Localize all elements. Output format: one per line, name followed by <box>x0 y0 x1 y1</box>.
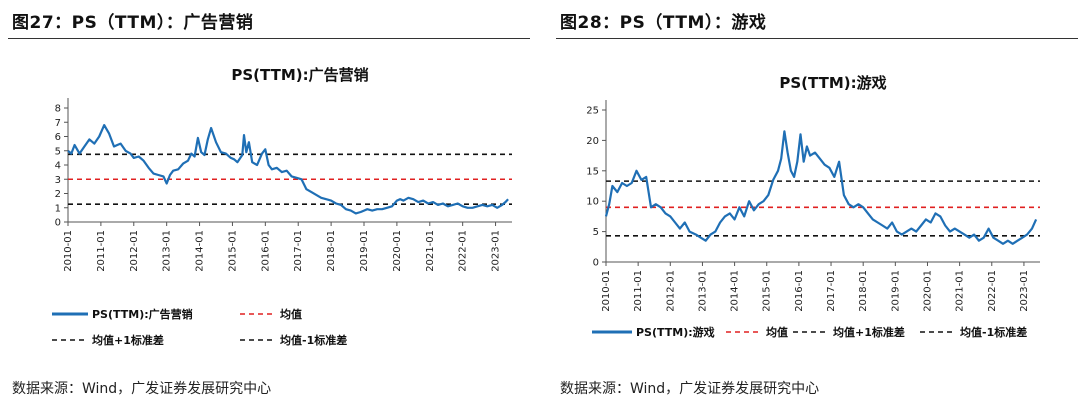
x-tick-label: 2010-01 <box>63 230 74 272</box>
x-tick-label: 2018-01 <box>858 270 869 312</box>
y-tick-label: 20 <box>586 136 599 147</box>
y-tick-label: 25 <box>586 106 599 117</box>
legend-mean-plus-1sd: 均值+1标准差 <box>52 333 164 347</box>
chart-title: PS(TTM):游戏 <box>779 74 886 92</box>
x-tick-label: 2016-01 <box>260 230 271 272</box>
x-tick-label: 2011-01 <box>96 230 107 272</box>
x-tick-label: 2022-01 <box>987 270 998 312</box>
legend-label: 均值-1标准差 <box>960 325 1027 339</box>
legend-label: 均值+1标准差 <box>92 333 164 347</box>
x-tick-label: 2013-01 <box>162 230 173 272</box>
y-tick-label: 8 <box>55 104 61 115</box>
y-tick-label: 1 <box>55 203 61 214</box>
y-tick-label: 0 <box>55 218 61 229</box>
y-tick-label: 4 <box>55 161 61 172</box>
y-tick-label: 2 <box>55 189 61 200</box>
legend-label: 均值 <box>766 325 788 339</box>
x-tick-label: 2010-01 <box>601 270 612 312</box>
legend-mean-minus-1sd: 均值-1标准差 <box>240 333 347 347</box>
x-tick-label: 2023-01 <box>1019 270 1030 312</box>
legend-label: 均值-1标准差 <box>280 333 347 347</box>
legend-mean-minus-1sd: 均值-1标准差 <box>920 325 1027 339</box>
y-tick-label: 7 <box>55 118 61 129</box>
y-tick-label: 5 <box>593 227 599 238</box>
x-tick-label: 2012-01 <box>129 230 140 272</box>
legend-series: PS(TTM):广告营销 <box>52 307 193 321</box>
x-tick-label: 2013-01 <box>697 270 708 312</box>
y-tick-label: 6 <box>55 132 61 143</box>
y-tick-label: 0 <box>593 258 599 269</box>
legend-series: PS(TTM):游戏 <box>592 325 715 339</box>
x-tick-label: 2018-01 <box>326 230 337 272</box>
figure-panel-advertising: 图27：PS（TTM）：广告营销 PS(TTM):广告营销 0 1 2 3 4 5 6 7 8 20… <box>0 0 530 408</box>
legend-label: 均值+1标准差 <box>833 325 905 339</box>
x-tick-label: 2011-01 <box>633 270 644 312</box>
x-tick-label: 2015-01 <box>762 270 773 312</box>
x-tick-label: 2012-01 <box>665 270 676 312</box>
chart-title: PS(TTM):广告营销 <box>231 66 368 84</box>
x-tick-label: 2017-01 <box>826 270 837 312</box>
x-tick-label: 2023-01 <box>491 230 502 272</box>
y-tick-label: 15 <box>586 166 599 177</box>
y-tick-label: 5 <box>55 146 61 157</box>
x-tick-label: 2021-01 <box>955 270 966 312</box>
x-tick-label: 2019-01 <box>890 270 901 312</box>
figure-label: 图27：PS（TTM）：广告营销 <box>12 13 254 33</box>
legend-mean: 均值 <box>726 325 788 339</box>
chart-advertising: PS(TTM):广告营销 0 1 2 3 4 5 6 7 8 2010-01 2011-01 2012-… <box>52 66 512 347</box>
source-note: 数据来源：Wind，广发证券发展研究中心 <box>560 381 820 397</box>
title-divider <box>8 38 530 39</box>
x-tick-label: 2014-01 <box>195 230 206 272</box>
figure-label: 图28：PS（TTM）：游戏 <box>560 13 767 33</box>
title-divider <box>556 38 1078 39</box>
x-tick-label: 2021-01 <box>425 230 436 272</box>
legend-mean-plus-1sd: 均值+1标准差 <box>793 325 905 339</box>
figure-panel-gaming: 图28：PS（TTM）：游戏 PS(TTM):游戏 0 5 10 15 20 25 2010-… <box>548 0 1078 408</box>
y-tick-label: 3 <box>55 175 61 186</box>
chart-gaming: PS(TTM):游戏 0 5 10 15 20 25 2010-01 2011-01 2012-0… <box>586 74 1040 339</box>
legend-label: PS(TTM):游戏 <box>636 325 715 339</box>
source-note: 数据来源：Wind，广发证券发展研究中心 <box>12 381 272 397</box>
x-tick-label: 2016-01 <box>794 270 805 312</box>
x-tick-label: 2020-01 <box>922 270 933 312</box>
y-tick-label: 10 <box>586 197 599 208</box>
x-tick-label: 2017-01 <box>293 230 304 272</box>
legend-label: 均值 <box>280 307 302 321</box>
x-tick-label: 2014-01 <box>730 270 741 312</box>
series-line <box>604 130 1038 245</box>
x-tick-label: 2022-01 <box>458 230 469 272</box>
legend-mean: 均值 <box>240 307 302 321</box>
series-line <box>67 123 509 215</box>
x-tick-label: 2019-01 <box>359 230 370 272</box>
x-tick-label: 2015-01 <box>227 230 238 272</box>
x-tick-label: 2020-01 <box>392 230 403 272</box>
legend-label: PS(TTM):广告营销 <box>92 307 193 321</box>
